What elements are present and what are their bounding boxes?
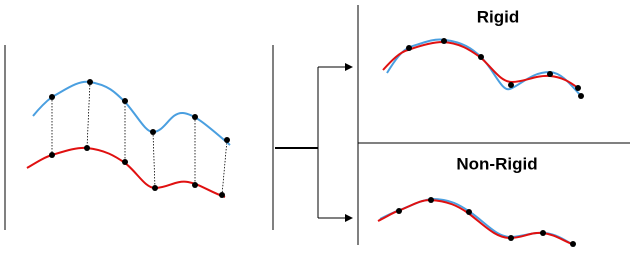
branch bbox=[272, 5, 630, 245]
non-rigid-panel: Non-Rigid bbox=[377, 154, 576, 247]
points bbox=[49, 79, 230, 198]
rigid-panel: Rigid bbox=[382, 7, 584, 99]
rigid-title: Rigid bbox=[477, 7, 520, 26]
target bbox=[377, 198, 573, 245]
points bbox=[406, 38, 584, 99]
source-curve bbox=[32, 80, 231, 146]
non-rigid-title: Non-Rigid bbox=[456, 154, 537, 173]
correspondences bbox=[51, 81, 228, 196]
left-panel bbox=[4, 45, 231, 230]
points bbox=[396, 197, 576, 247]
target bbox=[382, 40, 579, 89]
